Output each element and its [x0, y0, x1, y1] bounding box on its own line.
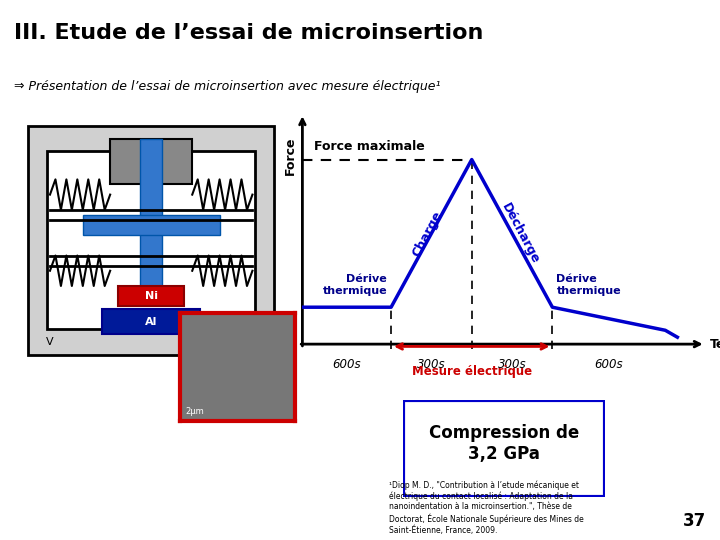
Bar: [110, 139, 192, 185]
Text: 2μm: 2μm: [199, 451, 218, 460]
Text: V: V: [46, 337, 54, 347]
Text: 300s: 300s: [498, 358, 526, 371]
Text: 300s: 300s: [417, 358, 446, 371]
Text: Charge: Charge: [410, 208, 445, 259]
Text: 600s: 600s: [595, 358, 623, 371]
Text: Compression de
3,2 GPa: Compression de 3,2 GPa: [429, 424, 579, 463]
Text: 2μm: 2μm: [77, 446, 96, 455]
Text: Mesure électrique: Mesure électrique: [412, 365, 532, 378]
Text: 2μm: 2μm: [186, 407, 204, 416]
Text: 2μm: 2μm: [19, 500, 38, 509]
Text: III. Etude de l’essai de microinsertion: III. Etude de l’essai de microinsertion: [14, 23, 484, 43]
Text: Force: Force: [284, 137, 297, 175]
Bar: [48, 151, 255, 329]
Text: Temps: Temps: [710, 338, 720, 350]
Text: 2μm: 2μm: [271, 500, 290, 509]
Text: Al: Al: [145, 316, 158, 327]
Text: Décharge: Décharge: [499, 201, 541, 266]
Text: Dérive
thermique: Dérive thermique: [557, 274, 621, 296]
Text: ¹Diop M. D., "Contribution à l’etude mécanique et
électrique du contact localisé: ¹Diop M. D., "Contribution à l’etude méc…: [389, 481, 583, 535]
Text: ⇒ Présentation de l’essai de microinsertion avec mesure électrique¹: ⇒ Présentation de l’essai de microinsert…: [14, 80, 441, 93]
Text: 37: 37: [683, 512, 706, 530]
Text: Force maximale: Force maximale: [315, 140, 426, 153]
Bar: [140, 139, 162, 291]
Text: A: A: [189, 337, 196, 347]
Bar: [102, 309, 200, 334]
Text: Dérive
thermique: Dérive thermique: [323, 274, 387, 296]
Bar: [118, 286, 184, 306]
Bar: [83, 215, 220, 235]
Text: Ni: Ni: [145, 291, 158, 301]
Text: 600s: 600s: [333, 358, 361, 371]
